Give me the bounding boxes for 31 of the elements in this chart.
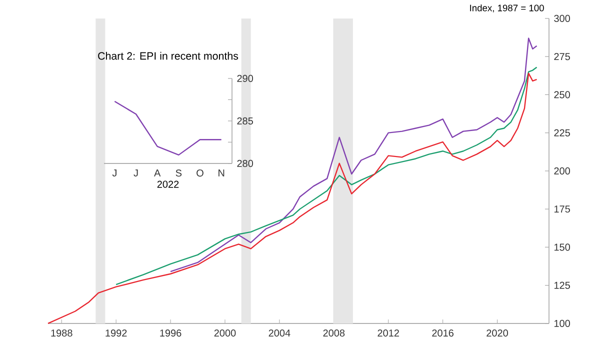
x-tick-label: 2008 — [323, 329, 345, 336]
y-tick-label: 300 — [554, 14, 570, 22]
x-tick-label: 2020 — [486, 329, 508, 336]
y-tick-label: 225 — [554, 129, 570, 136]
y-tick-label: 125 — [554, 282, 570, 289]
x-tick-label: N — [218, 169, 224, 176]
chart-title: Chart 2: EPI in recent months — [98, 52, 238, 60]
x-tick-label: 1988 — [51, 329, 72, 336]
y-tick-label: 280 — [237, 160, 254, 167]
x-tick-label: 1996 — [160, 329, 182, 336]
x-tick-label: S — [176, 169, 182, 176]
y-tick-label: 285 — [237, 117, 253, 124]
y-tick-label: 150 — [554, 243, 570, 251]
y-tick-label: 290 — [237, 74, 254, 82]
y-tick-label: 200 — [554, 167, 570, 174]
y-tick-label: 175 — [554, 205, 570, 212]
x-tick-label: 2016 — [432, 329, 454, 336]
x-tick-label: J — [134, 169, 138, 176]
x-tick-label: 1992 — [106, 329, 127, 336]
x-tick-label: O — [196, 169, 204, 176]
x-tick-label: 2004 — [268, 329, 290, 336]
line-series — [114, 100, 222, 156]
x-axis-title: 2022 — [157, 180, 179, 188]
y-tick-label: 250 — [554, 90, 570, 98]
x-tick-label: A — [154, 169, 161, 176]
x-tick-label: 2012 — [378, 329, 399, 336]
y-tick-label: 100 — [554, 320, 570, 327]
y-axis-title: Index, 1987 = 100 — [470, 4, 544, 12]
x-tick-label: 2000 — [214, 329, 236, 336]
y-tick-label: 275 — [554, 52, 570, 60]
x-tick-label: J — [112, 169, 116, 176]
